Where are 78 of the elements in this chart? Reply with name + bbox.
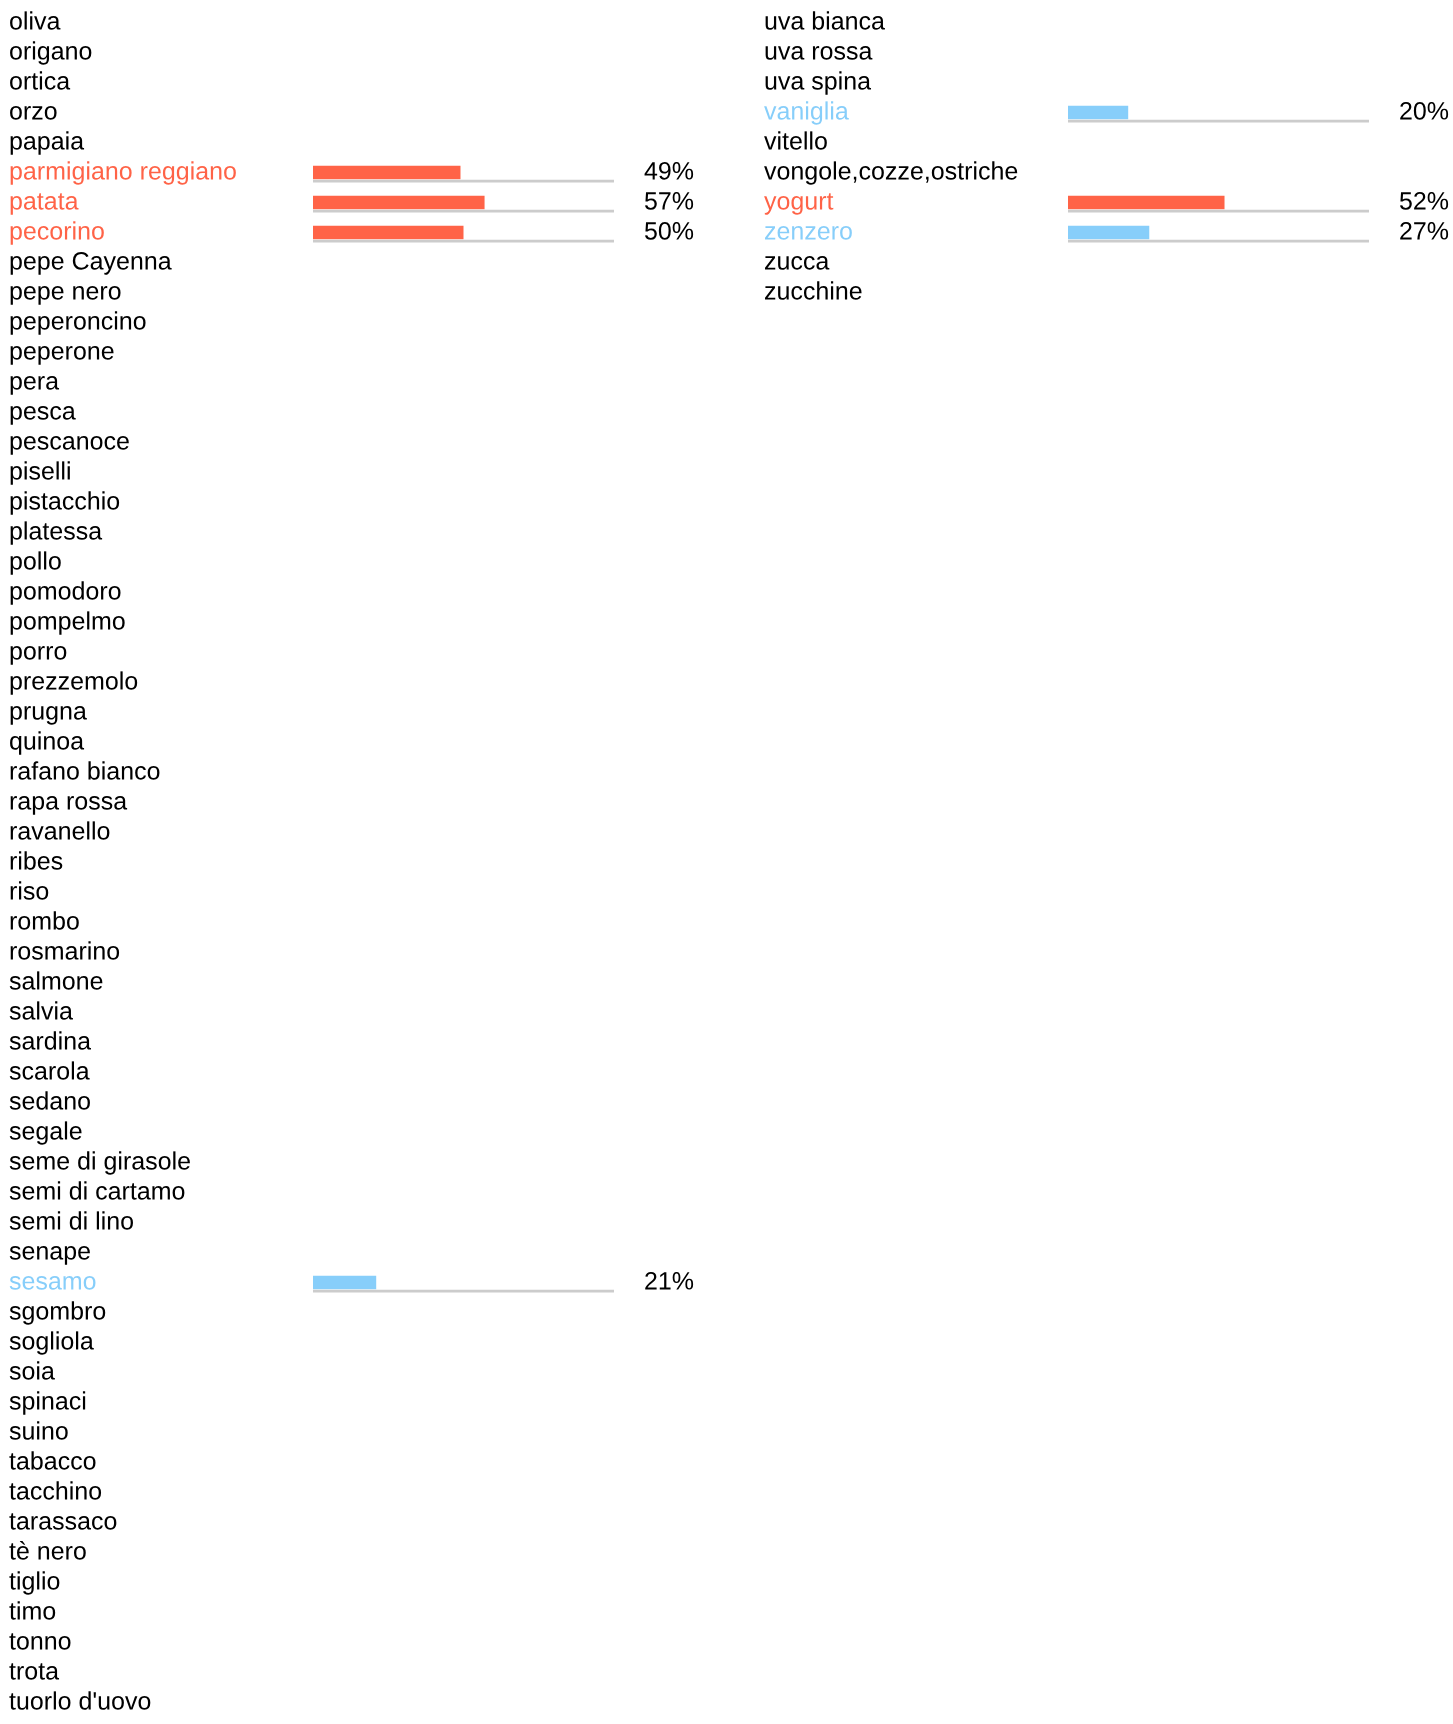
y-tick-label: spinaci [9,1391,86,1415]
y-tick-label: tuorlo d'uovo [9,1691,151,1710]
y-tick-label: seme di girasole [9,1151,190,1175]
y-tick-label: rombo [10,911,79,930]
y-tick-label: sedano [9,1091,90,1110]
y-tick-label: sesamo [9,1276,96,1290]
y-tick-label: uva rossa [765,46,873,60]
y-tick-label: senape [9,1246,90,1265]
y-tick-label: origano [10,41,92,65]
y-tick-label: vitello [764,131,827,150]
y-tick-label: rosmarino [10,941,120,960]
y-tick-label: sogliola [9,1331,94,1355]
y-tick-label: pera [10,376,60,395]
bar [313,1275,377,1290]
y-tick-label: patata [10,193,79,215]
data-label: 20% [1400,102,1449,120]
y-tick-label: prezzemolo [10,671,138,695]
y-tick-label: pompelmo [10,611,125,635]
y-tick-label: quinoa [10,731,85,755]
y-tick-label: peperone [10,346,114,365]
data-label: 21% [645,1272,694,1290]
y-tick-label: porro [10,646,67,665]
y-tick-label: tiglio [9,1571,60,1595]
y-tick-label: orzo [10,106,57,120]
y-tick-label: ravanello [10,821,110,840]
y-tick-label: pepe Cayenna [10,252,172,275]
y-tick-label: scarola [9,1061,90,1080]
y-tick-label: soia [9,1361,55,1380]
y-tick-label: sgombro [9,1301,106,1325]
y-tick-label: pollo [10,551,61,575]
y-tick-label: pepe nero [10,286,121,305]
y-tick-label: uva bianca [765,11,885,30]
y-tick-label: ortica [10,71,71,90]
y-tick-label: semi di lino [9,1211,133,1230]
y-tick-label: pescanoce [10,436,129,455]
y-tick-label: zucca [765,256,830,270]
y-tick-label: pecorino [10,221,104,245]
bar [313,225,464,240]
y-tick-label: peperoncino [10,311,146,335]
y-tick-label: papaia [10,131,85,155]
y-tick-label: tonno [9,1633,71,1650]
y-tick-label: segale [9,1121,82,1145]
y-tick-label: pomodoro [10,581,121,605]
y-tick-label: zenzero [765,226,852,240]
y-tick-label: yogurt [764,193,834,215]
y-tick-label: riso [10,881,49,900]
y-tick-label: platessa [10,521,103,545]
y-tick-label: tacchino [9,1481,102,1500]
data-label: 27% [1400,222,1449,240]
y-tick-label: uva spina [765,71,872,95]
bar [313,165,461,180]
y-tick-label: pistacchio [10,491,120,515]
data-label: 57% [644,192,694,210]
y-tick-label: suino [9,1421,68,1440]
data-label: 49% [644,162,694,180]
data-label: 52% [1399,192,1449,210]
y-tick-label: vaniglia [764,101,849,125]
y-tick-label: tarassaco [9,1513,117,1530]
y-tick-label: vongole,cozze,ostriche [764,161,1018,185]
y-tick-label: trota [9,1663,60,1680]
y-tick-label: tabacco [9,1451,96,1470]
y-tick-label: salvia [9,1001,73,1020]
y-tick-label: tè nero [9,1541,86,1560]
y-tick-label: prugna [10,706,87,725]
y-tick-label: semi di cartamo [9,1181,185,1200]
data-label: 50% [644,222,694,240]
y-tick-label: pesca [10,406,76,425]
y-tick-label: rafano bianco [10,761,160,780]
bar [313,195,485,210]
y-tick-label: salmone [9,971,103,990]
y-tick-label: ribes [10,851,63,870]
y-tick-label: sardina [9,1031,91,1050]
y-tick-label: rapa rossa [10,796,128,815]
y-tick-label: parmigiano reggiano [10,161,236,185]
y-tick-label: oliva [10,11,61,30]
y-tick-label: piselli [10,461,70,485]
y-tick-label: timo [9,1601,56,1620]
y-tick-label: zucchine [765,281,862,300]
